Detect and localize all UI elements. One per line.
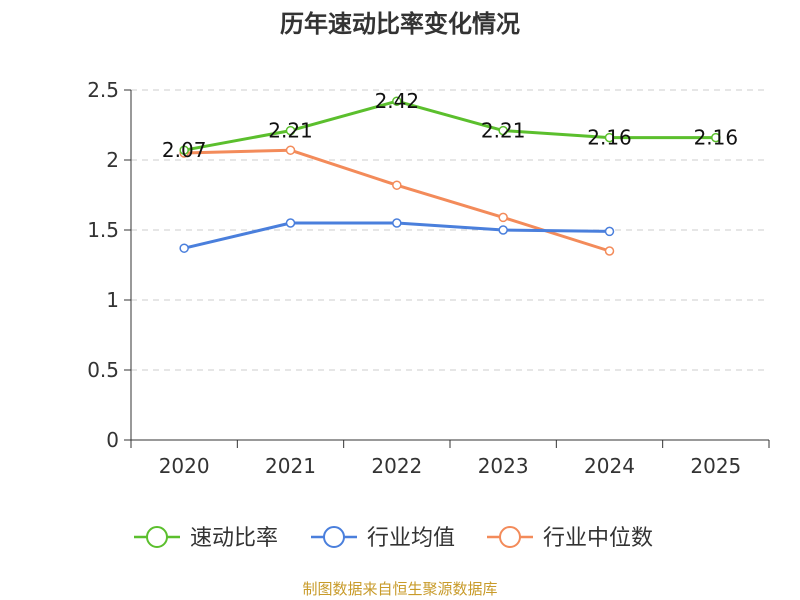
x-tick-label: 2020 (159, 454, 210, 478)
data-point (179, 145, 189, 155)
data-point (498, 212, 508, 223)
source-note: 制图数据来自恒生聚源数据库 (302, 580, 498, 598)
data-point (392, 218, 402, 228)
legend-label: 速动比率 (190, 526, 278, 551)
x-tick-label: 2024 (584, 454, 635, 478)
legend-item-1[interactable]: 速动比率 (134, 526, 278, 551)
data-point (392, 180, 402, 190)
data-point (285, 218, 296, 228)
data-point (604, 246, 615, 256)
data-labels: 2.07 2.21 2.42 2.21 2.16 2.16 (162, 89, 738, 162)
data-label: 2.21 (481, 119, 526, 143)
data-label: 2.07 (162, 138, 207, 162)
y-tick-label: 2.5 (87, 78, 119, 102)
x-tick-label: 2025 (690, 454, 741, 478)
legend-marker (146, 526, 168, 548)
legend-marker (499, 526, 521, 548)
data-point (285, 125, 296, 136)
data-point (711, 132, 721, 143)
y-tick-label: 1.5 (87, 218, 119, 242)
chart-title: 历年速动比率变化情况 (280, 10, 520, 38)
data-label: 2.16 (694, 126, 739, 150)
data-point (285, 145, 296, 155)
y-tick-label: 0 (106, 428, 119, 452)
axes: 0 0.5 1 1.5 2 2.5 2020 2021 2022 2023 2024 2025 (87, 78, 770, 478)
legend-marker (323, 526, 345, 548)
y-tick-label: 1 (106, 288, 119, 312)
data-point (498, 125, 508, 136)
legend-label: 行业均值 (367, 526, 455, 551)
data-label: 2.42 (375, 89, 420, 113)
data-label: 2.16 (587, 126, 632, 150)
data-point (604, 132, 615, 143)
series-line-1 (183, 99, 716, 152)
x-tick-label: 2022 (371, 454, 422, 478)
series (179, 96, 721, 256)
x-tick-label: 2021 (265, 454, 316, 478)
x-tick-label: 2023 (478, 454, 529, 478)
y-tick-label: 0.5 (87, 358, 119, 382)
data-label: 2.21 (268, 119, 313, 143)
legend-item-2[interactable]: 行业均值 (311, 526, 455, 551)
legend[interactable]: 速动比率 行业均值 行业中位数 (134, 526, 653, 551)
y-tick-label: 2 (106, 148, 119, 172)
data-point (392, 96, 402, 106)
series-line-3 (184, 148, 610, 253)
grid (131, 89, 769, 371)
data-point (179, 243, 189, 253)
data-point (604, 226, 615, 237)
data-point (498, 225, 508, 235)
legend-item-3[interactable]: 行业中位数 (487, 526, 653, 551)
legend-label: 行业中位数 (543, 526, 653, 551)
